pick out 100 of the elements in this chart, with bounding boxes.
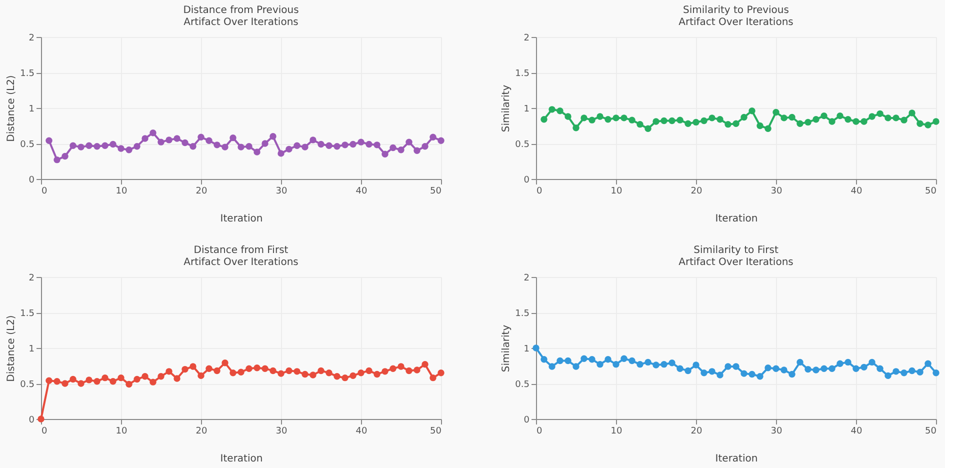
point [110,378,116,385]
y-tick-label: 1 [28,104,34,114]
x-tick-label: 40 [356,426,368,436]
point [334,373,340,380]
point [254,148,260,156]
point [580,355,588,362]
chart-title: Similarity to Previous Artifact Over Iterations [678,5,794,28]
x-tick-label: 20 [196,426,208,436]
point [78,144,84,150]
point [366,367,372,374]
point [660,360,668,368]
point [190,363,196,370]
point [438,137,444,144]
point [932,118,940,125]
point [118,374,124,382]
point [350,372,356,380]
point [366,140,372,148]
point [876,110,884,118]
point [788,114,796,121]
point [596,360,604,368]
point [900,370,908,376]
point [94,142,100,150]
chart-title: Distance from Previous Artifact Over Iterations [183,5,299,28]
point [70,142,76,149]
point [86,142,92,149]
point [644,358,652,366]
point [796,358,804,366]
point [198,372,204,380]
y-tick-label: 0.5 [515,140,530,150]
y-axis-title: Similarity [501,84,512,132]
x-tick-label: 10 [610,186,622,196]
point [374,142,380,148]
point [548,363,556,370]
point [262,140,268,147]
point [382,150,388,158]
point [318,140,324,148]
x-tick-label: 50 [430,426,442,436]
point [190,142,196,150]
point [636,120,644,128]
point [532,344,540,352]
chart-title: Similarity to First Artifact Over Iterations [678,245,794,268]
point [636,360,644,368]
point [134,376,140,383]
point [206,137,212,144]
point [572,124,580,132]
point [430,374,436,382]
point [804,118,812,126]
y-tick-label: 1.5 [515,309,530,319]
x-tick-label: 0 [42,426,48,436]
point [270,133,276,140]
y-axis-title: Distance (L2) [6,315,18,382]
point [182,139,188,146]
point [788,370,796,378]
point [358,370,364,376]
y-tick-label: 0.5 [20,380,34,390]
point [46,137,52,144]
point [812,366,820,374]
y-tick-label: 0 [28,176,35,186]
point [828,118,836,125]
point [102,142,108,149]
point [620,355,628,362]
point [254,364,260,372]
point [652,362,660,368]
point [932,370,940,376]
y-tick-label: 2 [28,34,34,44]
point [342,142,348,148]
point [756,373,764,380]
point [174,135,180,142]
point [374,370,380,378]
x-tick-label: 30 [276,186,288,196]
point [422,360,428,368]
x-tick-label: 0 [536,186,542,196]
point [772,108,780,116]
point [908,367,916,374]
point [166,136,172,144]
point [820,365,828,372]
point [668,360,676,366]
point [286,367,292,374]
point [142,373,148,380]
point [740,114,748,121]
x-axis-title: Iteration [715,214,758,224]
point [900,116,908,124]
point [540,116,548,123]
point [820,112,828,120]
x-tick-label: 40 [850,186,862,196]
point [422,142,428,150]
point [620,114,628,122]
point [294,368,300,375]
y-tick-label: 2 [524,34,530,44]
point [198,134,204,140]
point [732,120,740,127]
point [724,120,732,128]
point [166,368,172,375]
point [278,150,284,157]
x-tick-label: 10 [116,426,128,436]
point [684,120,692,127]
point [876,365,884,372]
point [78,380,84,387]
point [118,145,124,152]
point [796,120,804,127]
